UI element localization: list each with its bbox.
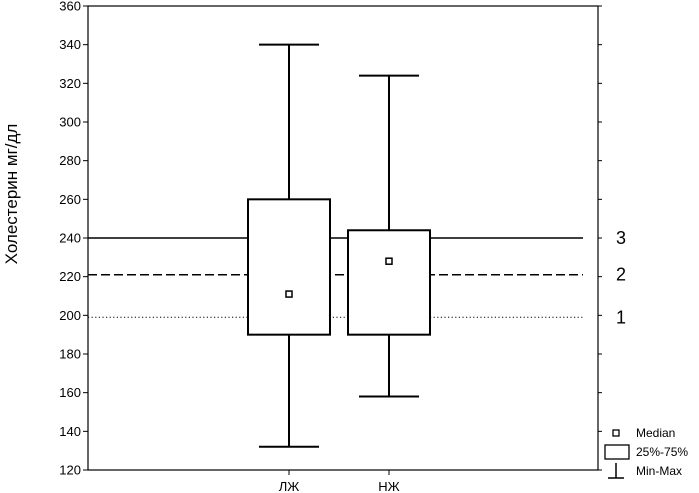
- y-tick-label: 300: [59, 115, 81, 130]
- reference-line-label: 3: [616, 228, 626, 248]
- legend-label: Median: [636, 426, 675, 440]
- box-1: [247, 43, 331, 448]
- axes-layer: 120 140 160 180 200 220 240 260 280 300 320 340 360 Л…: [59, 0, 602, 493]
- legend-box-symbol: [604, 444, 630, 460]
- y-tick-label: 200: [59, 308, 81, 323]
- y-tick-label: 320: [59, 76, 81, 91]
- iqr-box: [347, 229, 431, 336]
- y-tick-label: 260: [59, 192, 81, 207]
- x-category-label: ЛЖ: [279, 479, 300, 493]
- y-tick-label: 160: [59, 385, 81, 400]
- legend-label: Min-Max: [636, 464, 682, 478]
- iqr-box: [247, 198, 331, 336]
- y-tick-label: 140: [59, 424, 81, 439]
- median-point: [285, 290, 293, 298]
- reference-line-label: 2: [616, 265, 626, 285]
- median-point: [385, 257, 393, 265]
- x-category-label: НЖ: [378, 479, 399, 493]
- y-tick-label: 180: [59, 347, 81, 362]
- reference-line-label: 1: [616, 307, 626, 327]
- y-tick-label: 280: [59, 153, 81, 168]
- y-tick-label: 120: [59, 463, 81, 478]
- reference-lines: 1 2 3: [88, 228, 626, 327]
- legend: Median 25%-75% Min-Max: [604, 426, 688, 479]
- legend-label: 25%-75%: [636, 445, 688, 459]
- box-2: [347, 74, 431, 398]
- y-tick-label: 220: [59, 269, 81, 284]
- legend-median-symbol: [612, 429, 620, 437]
- y-axis-label: Холестерин мг/дл: [2, 124, 21, 265]
- y-tick-label: 360: [59, 0, 81, 14]
- box-series: [247, 43, 431, 448]
- y-tick-label: 340: [59, 37, 81, 52]
- y-tick-label: 240: [59, 231, 81, 246]
